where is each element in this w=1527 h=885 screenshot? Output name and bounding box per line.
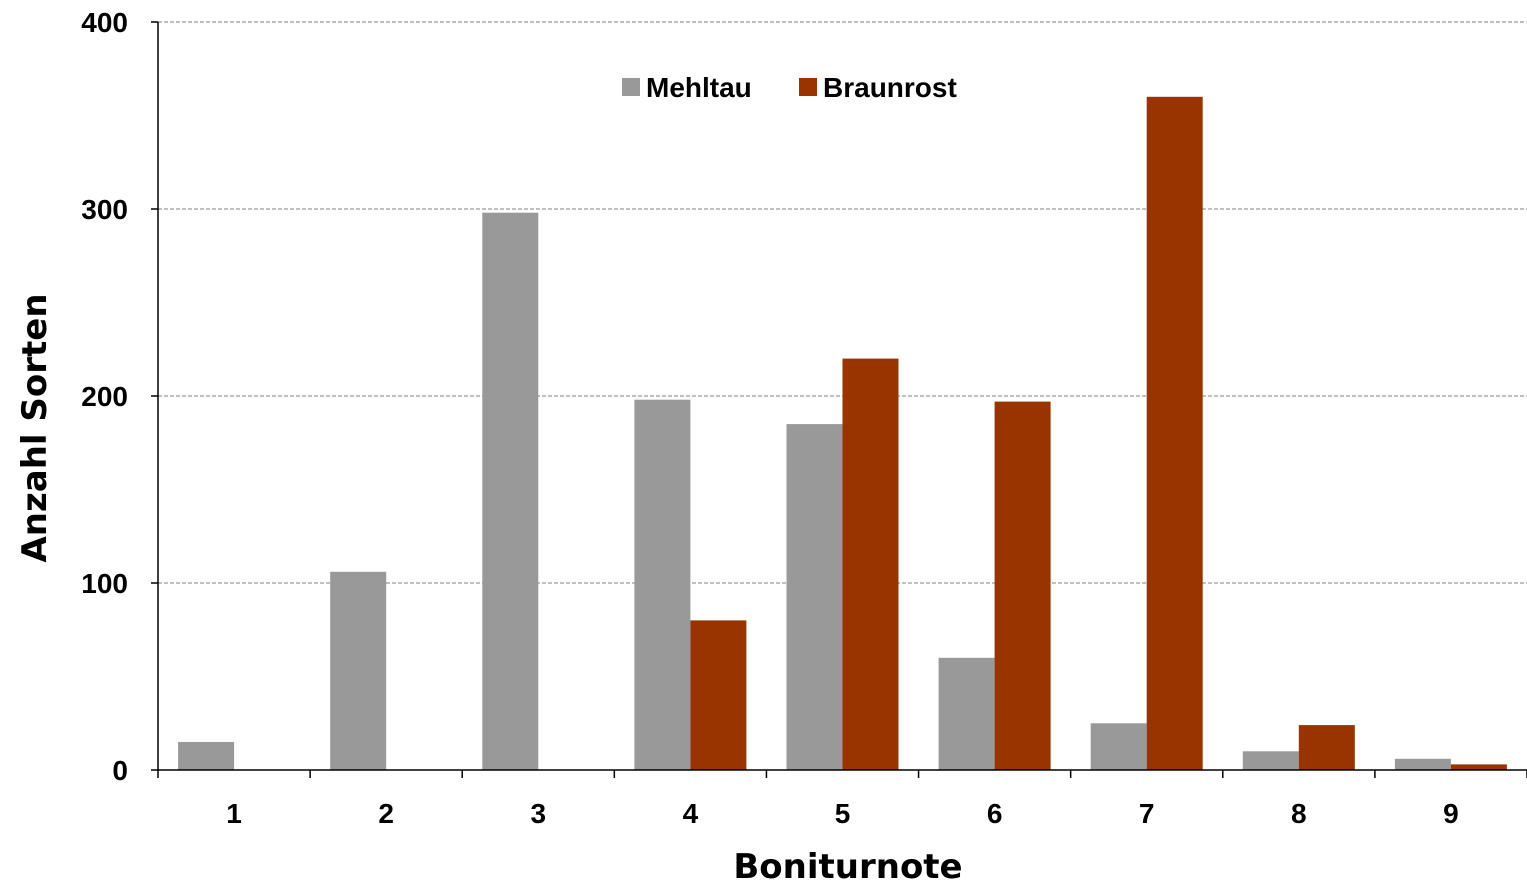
legend-label-braunrost: Braunrost	[823, 72, 957, 103]
y-tick-label: 100	[81, 568, 128, 599]
bar-mehltau-5	[786, 424, 843, 770]
legend-label-mehltau: Mehltau	[646, 72, 752, 103]
bar-braunrost-7	[1146, 96, 1203, 771]
y-axis-title: Anzahl Sorten	[15, 293, 55, 562]
bar-braunrost-6	[994, 401, 1051, 770]
y-tick-label: 300	[81, 194, 128, 225]
x-axis-title: Boniturnote	[733, 847, 962, 885]
bar-mehltau-7	[1090, 723, 1147, 771]
x-tick-label: 4	[683, 798, 699, 829]
y-tick-label: 400	[81, 7, 128, 38]
bars	[178, 96, 1507, 771]
x-tick-label: 6	[987, 798, 1003, 829]
bar-braunrost-8	[1298, 725, 1355, 770]
x-tick-label: 5	[835, 798, 851, 829]
bar-mehltau-8	[1242, 751, 1299, 770]
bar-braunrost-4	[690, 620, 747, 770]
x-tick-label: 9	[1443, 798, 1459, 829]
x-tick-label: 1	[226, 798, 242, 829]
bar-braunrost-5	[842, 358, 899, 770]
legend-swatch-braunrost	[799, 78, 817, 96]
bar-mehltau-3	[482, 212, 539, 770]
legend: Mehltau Braunrost	[622, 72, 957, 103]
x-tick-label: 7	[1139, 798, 1155, 829]
y-tick-label: 200	[81, 381, 128, 412]
bar-braunrost-9	[1450, 764, 1507, 770]
y-tick-label: 0	[112, 755, 128, 786]
bar-mehltau-9	[1394, 758, 1451, 770]
bar-mehltau-2	[330, 571, 387, 770]
y-tick-labels: 0 100 200 300 400	[81, 7, 158, 786]
x-tick-label: 8	[1291, 798, 1307, 829]
bar-mehltau-4	[634, 399, 691, 770]
x-tick-labels: 1 2 3 4 5 6 7 8 9	[157, 770, 1527, 829]
x-tick-label: 2	[378, 798, 394, 829]
x-tick-label: 3	[530, 798, 546, 829]
legend-swatch-mehltau	[622, 78, 640, 96]
bar-mehltau-1	[178, 742, 235, 770]
bar-mehltau-6	[938, 657, 995, 770]
